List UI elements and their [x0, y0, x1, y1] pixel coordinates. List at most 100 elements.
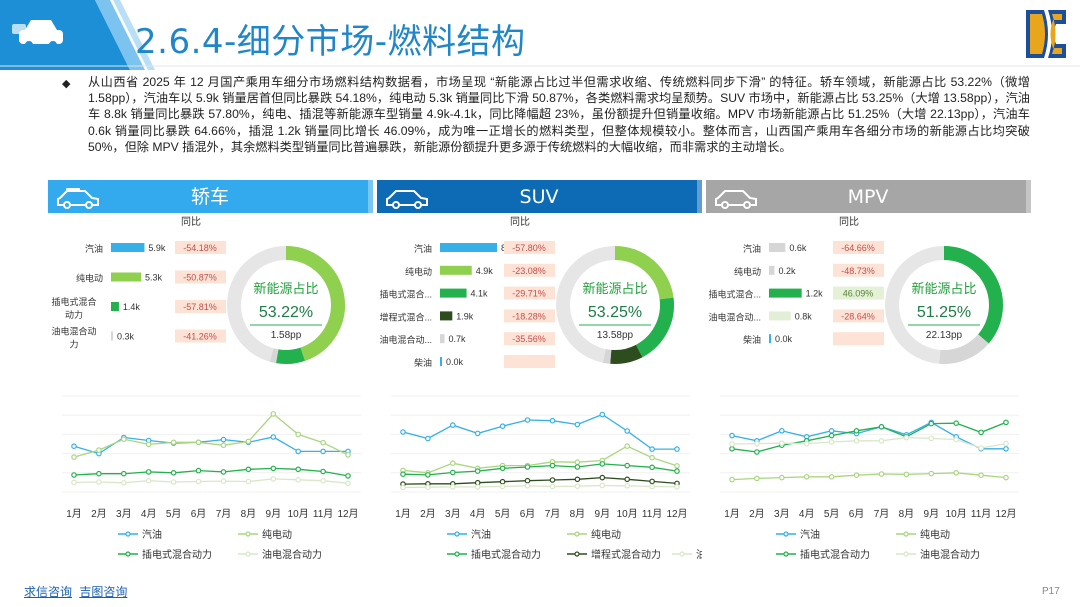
donut-segment [614, 246, 674, 300]
series-point [828, 432, 835, 439]
footer-link-1[interactable]: 求信咨询 [24, 585, 73, 599]
series-point [1003, 474, 1009, 481]
bar-value-label: 1.4k [123, 302, 141, 312]
bar-value-label: 4.1k [471, 289, 489, 299]
bar [440, 265, 472, 275]
page-number: P17 [1042, 586, 1060, 597]
legend-label: 汽油 [800, 528, 820, 541]
series-point [878, 424, 885, 430]
donut-change: 13.58pp [597, 330, 634, 341]
legend-marker [454, 551, 460, 557]
legend-marker [783, 531, 789, 537]
bar-value-label: 1.2k [806, 289, 824, 299]
donut-value: 53.25% [588, 304, 642, 321]
series-point [195, 478, 202, 485]
series-point [729, 445, 735, 452]
panel-header-edge [697, 180, 702, 213]
car-wheel-shape [743, 201, 751, 209]
suv-panel: SUV同比汽油8.8k-57.80%纯电动4.9k-23.08%插电式混合...… [377, 180, 702, 561]
series-point [345, 473, 351, 479]
car-wheel-shape [721, 201, 729, 209]
series-point [729, 441, 735, 447]
legend-label: 油电混合动力 [262, 548, 322, 561]
series-line [731, 421, 1007, 453]
dc-logo-icon [1026, 10, 1066, 58]
series-point [450, 484, 456, 490]
series-point [270, 411, 277, 417]
bar [440, 357, 442, 366]
series-point [853, 437, 860, 444]
x-tick-label: 8月 [241, 508, 257, 520]
legend-label: 纯电动 [591, 528, 621, 541]
panel-title: MPV [848, 186, 889, 208]
series-point [170, 439, 177, 446]
series-point [499, 423, 506, 430]
bar [111, 272, 142, 282]
donut-segment [635, 297, 674, 358]
series-point [220, 469, 227, 475]
yoy-cell [504, 263, 555, 277]
series-point [170, 479, 177, 485]
category-label: 动力 [65, 309, 83, 320]
bar-value-label: 0.2k [778, 266, 796, 276]
series-point [549, 477, 556, 483]
car-body-shape [715, 190, 757, 206]
yoy-value: -29.71% [512, 289, 546, 299]
category-label: 纯电动 [405, 266, 432, 277]
page-title: 2.6.4-细分市场-燃料结构 [135, 22, 526, 62]
series-point [195, 439, 202, 446]
yoy-header: 同比 [181, 216, 201, 228]
donut-value: 51.25% [917, 304, 971, 321]
series-point [624, 462, 631, 469]
series-point [574, 459, 581, 466]
series-point [779, 440, 785, 447]
bar [440, 311, 453, 321]
donut-change: 1.58pp [271, 330, 302, 341]
category-label: 纯电动 [76, 273, 103, 284]
category-label: 插电式混合 [51, 296, 96, 307]
x-tick-label: 10月 [288, 508, 309, 520]
series-point [450, 469, 456, 476]
series-point [903, 434, 910, 441]
series-point [978, 429, 984, 436]
taxi-icon [57, 188, 99, 209]
car-wheel-shape [63, 201, 71, 209]
yoy-cell [833, 286, 884, 300]
yoy-value: -54.18% [183, 243, 217, 253]
donut-value: 53.22% [259, 304, 313, 321]
series-point [400, 471, 406, 478]
yoy-value: -64.66% [841, 243, 875, 253]
series-point [400, 429, 406, 435]
series-point [953, 420, 960, 427]
yoy-header: 同比 [510, 216, 530, 228]
series-point [96, 479, 102, 485]
bar [111, 302, 119, 311]
yoy-value: -35.56% [512, 334, 546, 344]
legend-label: 纯电动 [920, 528, 950, 541]
legend-item: 插电式混合动力 [118, 548, 212, 561]
series-point [853, 472, 860, 479]
series-point [71, 472, 77, 478]
x-tick-label: 2月 [91, 508, 107, 520]
legend-marker [783, 551, 789, 557]
category-label: 增程式混合... [379, 311, 432, 322]
series-point [499, 465, 506, 472]
legend-label: 插电式混合动力 [142, 548, 212, 561]
series-point [474, 468, 481, 474]
category-label: 插电式混合... [379, 289, 432, 300]
series-line [731, 421, 1006, 450]
legend-label: 插电式混合动力 [471, 548, 541, 561]
footer-link-2[interactable]: 吉图咨询 [79, 585, 128, 599]
series-point [754, 475, 760, 482]
x-tick-label: 8月 [899, 508, 915, 520]
donut-segment [939, 334, 989, 364]
yoy-cell [833, 332, 884, 346]
series-point [649, 478, 655, 485]
bar-value-label: 0.8k [795, 311, 813, 321]
series-point [649, 454, 655, 461]
x-tick-label: 12月 [337, 508, 358, 520]
series-point [96, 470, 102, 477]
x-tick-label: 9月 [266, 508, 282, 520]
